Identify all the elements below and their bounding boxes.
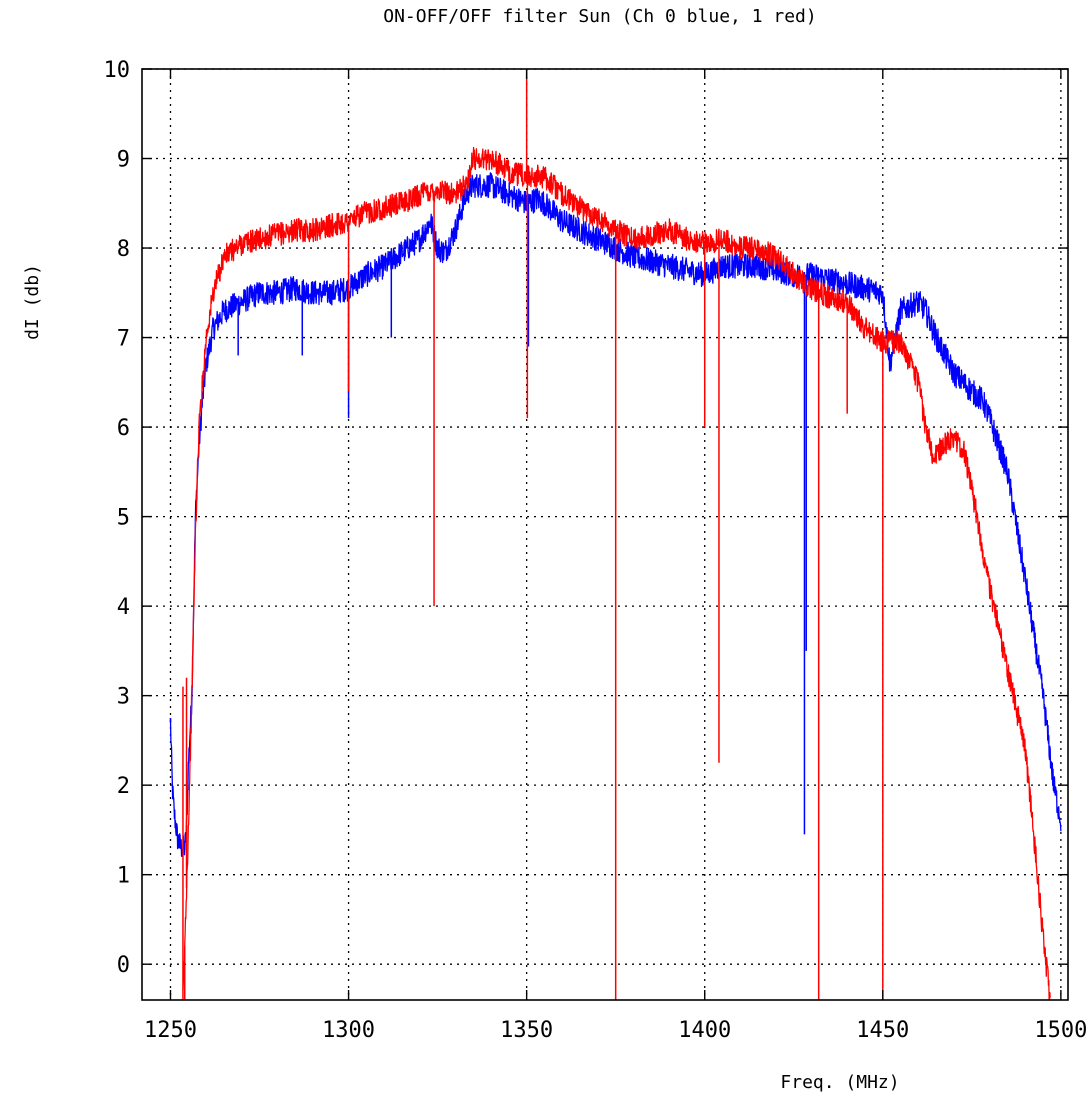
y-axis-label: dI (db) (22, 264, 43, 340)
y-tick-label: 6 (117, 416, 130, 441)
chart-title: ON-OFF/OFF filter Sun (Ch 0 blue, 1 red) (383, 6, 816, 27)
grid-lines (142, 68, 1068, 1000)
x-tick-label: 1300 (322, 1018, 375, 1043)
x-axis-label: Freq. (MHz) (780, 1072, 899, 1093)
y-tick-label: 5 (117, 506, 130, 531)
y-tick-label: 8 (117, 237, 130, 262)
x-tick-label: 1250 (144, 1018, 197, 1043)
x-tick-label: 1450 (856, 1018, 909, 1043)
y-tick-label: 10 (104, 58, 131, 83)
y-tick-label: 7 (117, 327, 130, 352)
y-tick-label: 0 (117, 953, 130, 978)
x-tick-label: 1400 (678, 1018, 731, 1043)
x-tick-label: 1500 (1034, 1018, 1087, 1043)
y-tick-label: 2 (117, 774, 130, 799)
series-layer (169, 69, 1062, 1001)
y-tick-label: 9 (117, 148, 130, 173)
y-tick-label: 3 (117, 685, 130, 710)
y-tick-label: 4 (117, 595, 130, 620)
y-tick-label: 1 (117, 864, 130, 889)
series-line-1 (182, 146, 1051, 1001)
x-tick-label: 1350 (500, 1018, 553, 1043)
axis-ticks: 1250 1300 1350 1400 1450 1500 0 1 2 3 4 5 6 7 8 9 10 (104, 58, 1088, 1043)
plot-frame (141, 68, 1069, 1001)
